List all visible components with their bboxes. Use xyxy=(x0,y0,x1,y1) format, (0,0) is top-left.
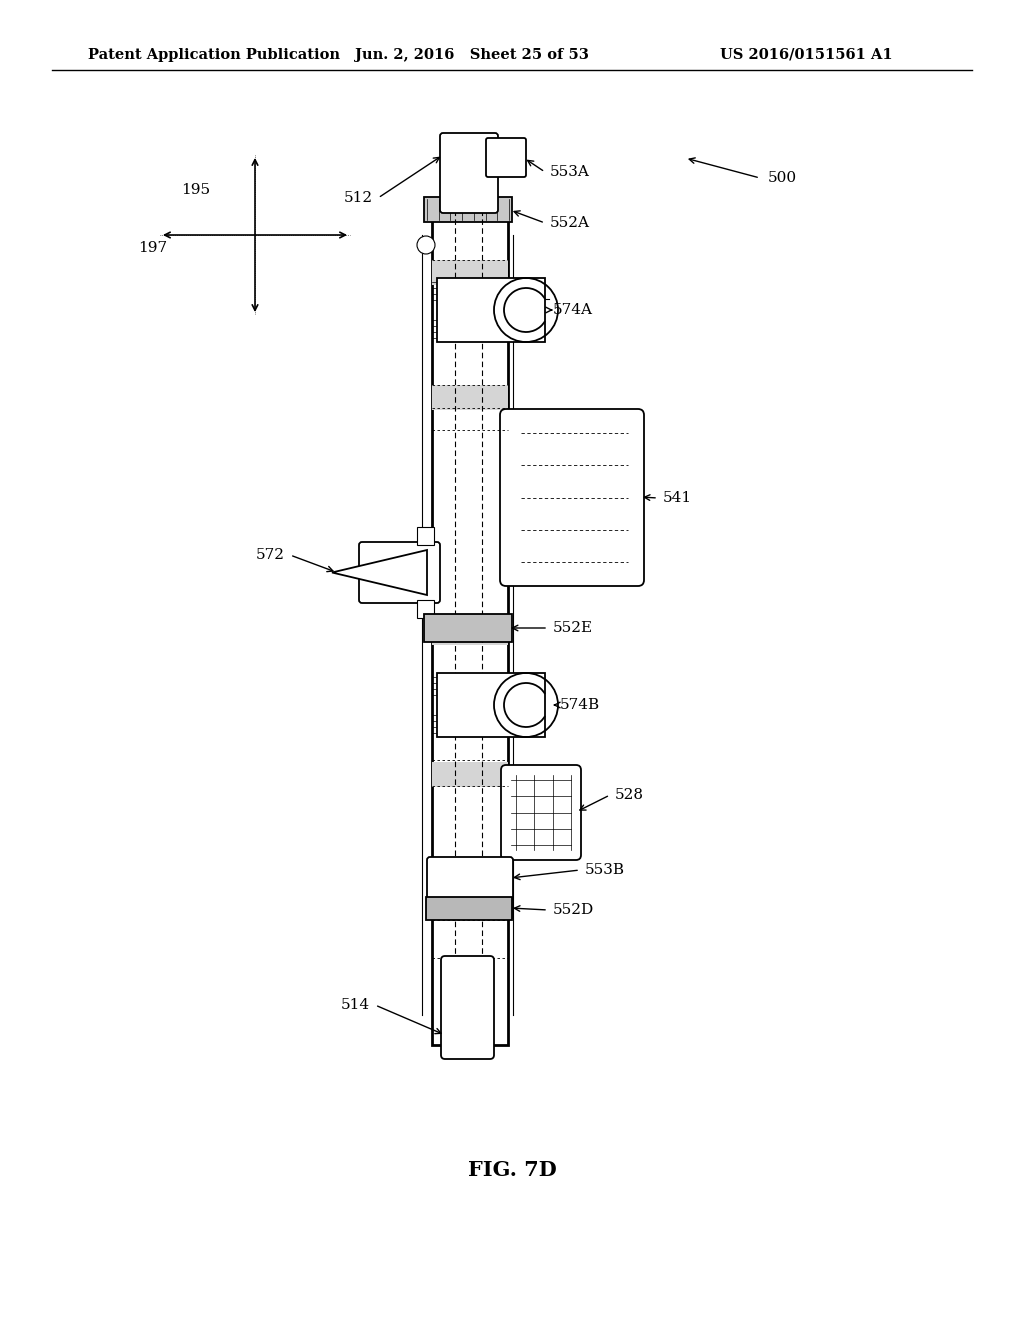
Text: 528: 528 xyxy=(615,788,644,803)
Bar xyxy=(432,385,508,411)
Text: 195: 195 xyxy=(181,183,210,197)
Bar xyxy=(432,762,508,787)
FancyBboxPatch shape xyxy=(486,139,526,177)
FancyBboxPatch shape xyxy=(359,543,440,603)
Polygon shape xyxy=(417,527,434,545)
Text: 197: 197 xyxy=(138,242,167,255)
Text: Patent Application Publication: Patent Application Publication xyxy=(88,48,340,62)
Bar xyxy=(432,260,508,285)
Text: US 2016/0151561 A1: US 2016/0151561 A1 xyxy=(720,48,893,62)
Bar xyxy=(437,673,545,737)
Bar xyxy=(432,620,508,645)
Circle shape xyxy=(417,236,435,253)
FancyBboxPatch shape xyxy=(501,766,581,861)
Bar xyxy=(424,197,512,222)
Bar xyxy=(426,898,512,920)
Text: 541: 541 xyxy=(663,491,692,506)
Text: 500: 500 xyxy=(768,172,797,185)
Text: 553B: 553B xyxy=(585,863,625,876)
Text: 553A: 553A xyxy=(550,165,590,180)
Text: 574B: 574B xyxy=(560,698,600,711)
Text: 552E: 552E xyxy=(553,620,593,635)
Polygon shape xyxy=(417,601,434,618)
Text: 512: 512 xyxy=(344,191,373,205)
FancyBboxPatch shape xyxy=(440,133,498,213)
FancyBboxPatch shape xyxy=(441,956,494,1059)
Bar xyxy=(437,279,545,342)
FancyBboxPatch shape xyxy=(500,409,644,586)
Bar xyxy=(424,614,512,642)
Text: 552A: 552A xyxy=(550,216,590,230)
Text: 552D: 552D xyxy=(553,903,594,917)
Polygon shape xyxy=(332,550,427,595)
Bar xyxy=(432,205,508,1045)
Text: Jun. 2, 2016   Sheet 25 of 53: Jun. 2, 2016 Sheet 25 of 53 xyxy=(355,48,589,62)
Text: FIG. 7D: FIG. 7D xyxy=(468,1160,556,1180)
Text: 574A: 574A xyxy=(553,304,593,317)
Text: 514: 514 xyxy=(341,998,370,1012)
FancyBboxPatch shape xyxy=(427,857,513,900)
Text: 572: 572 xyxy=(256,548,285,562)
